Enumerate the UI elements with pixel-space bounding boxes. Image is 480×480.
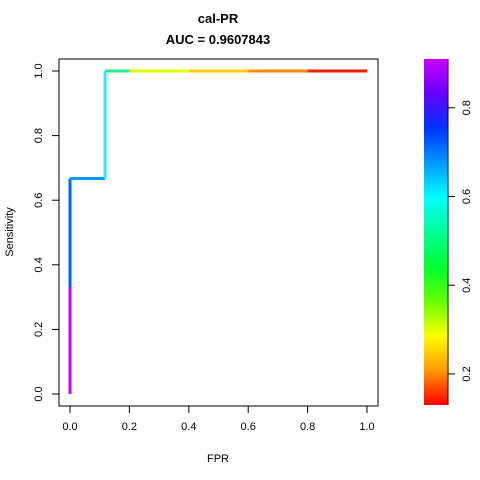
plot-frame xyxy=(58,58,379,407)
y-tick-label: 0.4 xyxy=(33,257,45,272)
y-tick-label: 0.2 xyxy=(33,322,45,337)
colorbar-tick-label: 0.4 xyxy=(461,278,473,293)
chart-title: cal-PR xyxy=(198,11,239,26)
chart-subtitle: AUC = 0.9607843 xyxy=(166,32,270,47)
y-tick-label: 0.6 xyxy=(33,193,45,208)
x-axis: 0.0 0.2 0.4 0.6 0.8 1.0 xyxy=(62,405,375,433)
colorbar-tick-label: 0.2 xyxy=(461,366,473,381)
colorbar-axis: 0.2 0.4 0.6 0.8 xyxy=(447,59,473,405)
roc-curve xyxy=(68,69,367,394)
y-axis: 0.0 0.2 0.4 0.6 0.8 1.0 xyxy=(33,63,60,402)
colorbar xyxy=(424,59,448,405)
x-tick-label: 0.2 xyxy=(122,421,137,433)
y-tick-label: 0.8 xyxy=(33,128,45,143)
y-axis-label: Sensitivity xyxy=(4,207,16,257)
y-tick-label: 1.0 xyxy=(33,63,45,78)
colorbar-tick-label: 0.8 xyxy=(461,100,473,115)
x-tick-label: 0.8 xyxy=(300,421,315,433)
y-tick-label: 0.0 xyxy=(33,386,45,401)
colorbar-tick-label: 0.6 xyxy=(461,189,473,204)
x-tick-label: 0.0 xyxy=(62,421,77,433)
x-tick-label: 1.0 xyxy=(359,421,374,433)
x-axis-label: FPR xyxy=(207,453,229,465)
x-tick-label: 0.6 xyxy=(241,421,256,433)
x-tick-label: 0.4 xyxy=(181,421,196,433)
